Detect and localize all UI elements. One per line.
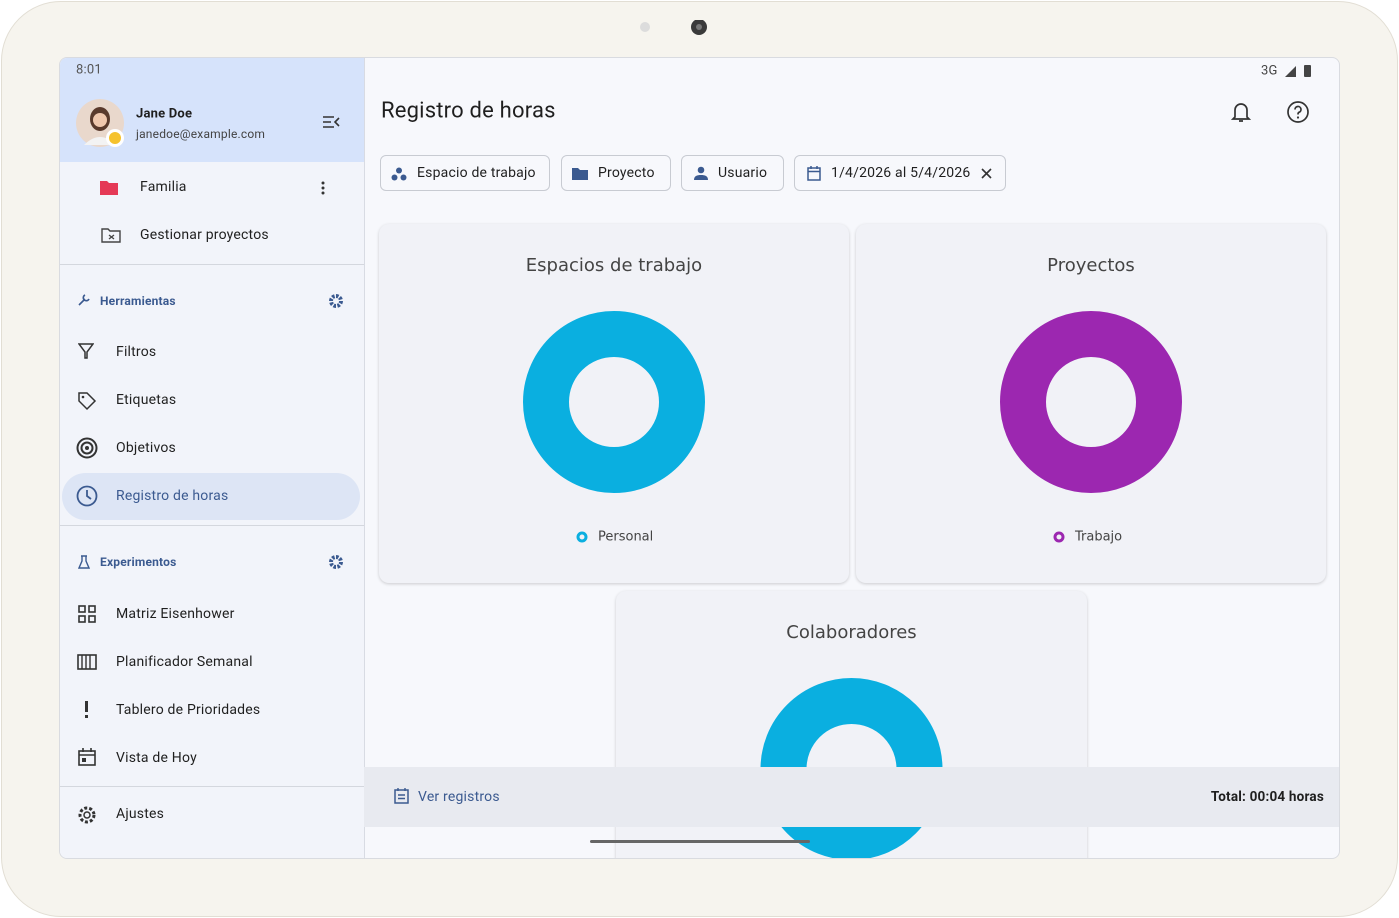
filter-chip[interactable]: Espacio de trabajo: [380, 155, 550, 191]
menu-item[interactable]: Objetivos: [116, 440, 176, 456]
menu-item-selected[interactable]: Registro de horas: [116, 488, 229, 504]
filter-label: 1/4/2026 al 5/4/2026: [831, 165, 971, 181]
status-time: 8:01: [76, 62, 102, 78]
manage-projects[interactable]: Gestionar proyectos: [140, 227, 269, 243]
selected-item-background: [62, 473, 360, 520]
user-email: janedoe@example.com: [136, 127, 266, 141]
page-title: Registro de horas: [381, 98, 556, 124]
gear-icon: [78, 806, 96, 824]
view-records-link[interactable]: Ver registros: [418, 789, 500, 805]
legend-marker: [576, 531, 588, 543]
status-icons: [1285, 65, 1311, 77]
filter-label: Espacio de trabajo: [417, 165, 536, 181]
status-network: 3G: [1261, 63, 1278, 79]
tag-icon: [78, 392, 97, 411]
legend-label: Personal: [598, 530, 653, 545]
priority-icon: [85, 701, 88, 718]
tools-icon: [78, 294, 90, 306]
list-icon: [394, 788, 409, 804]
chart-title: Espacios de trabajo: [526, 255, 702, 276]
help-button[interactable]: [1286, 100, 1310, 124]
navigation-drawer: 8:01 Jane Doe janedoe@example.com Famili…: [60, 58, 365, 858]
chart-card: Proyectos Trabajo: [856, 224, 1326, 583]
clear-button[interactable]: [981, 168, 992, 179]
menu-item[interactable]: Planificador Semanal: [116, 654, 253, 670]
manage-icon: [101, 228, 121, 243]
legend-label: Trabajo: [1074, 530, 1122, 545]
legend-marker: [1053, 531, 1065, 543]
donut-chart: Proyectos Trabajo: [1000, 255, 1182, 545]
calendar-icon: [78, 748, 96, 766]
menu-item[interactable]: Tablero de Prioridades: [116, 702, 261, 718]
camera: [640, 20, 707, 35]
home-indicator: [590, 840, 810, 843]
target-icon: [76, 437, 98, 459]
total-time: Total: 00:04 horas: [1210, 789, 1324, 805]
donut-slice: [523, 311, 705, 493]
divider: [60, 264, 364, 265]
menu-item[interactable]: Matriz Eisenhower: [116, 606, 235, 622]
filter-chip[interactable]: Usuario: [681, 155, 784, 191]
settings-item[interactable]: Ajustes: [116, 806, 165, 822]
divider: [60, 525, 364, 526]
calendar-icon: [807, 166, 821, 181]
filter-label: Usuario: [718, 165, 768, 181]
menu-item[interactable]: Vista de Hoy: [116, 750, 197, 766]
menu-item[interactable]: Filtros: [116, 344, 157, 360]
screen: 8:01 Jane Doe janedoe@example.com Famili…: [59, 57, 1340, 859]
grid-icon: [78, 605, 96, 623]
donut-slice: [1000, 311, 1182, 493]
week-icon: [77, 654, 97, 670]
divider: [60, 786, 364, 787]
menu-item[interactable]: Etiquetas: [116, 392, 177, 408]
chart-title: Proyectos: [1047, 255, 1135, 276]
settings-button[interactable]: [328, 554, 344, 570]
filter-chip[interactable]: Proyecto: [561, 155, 671, 191]
footer-bar: Ver registros Total: 00:04 horas: [364, 767, 1339, 827]
filter-icon: [78, 343, 94, 359]
avatar[interactable]: [76, 99, 128, 151]
chart-title: Colaboradores: [786, 622, 916, 643]
more-button[interactable]: [321, 181, 325, 195]
user-icon: [694, 166, 708, 180]
section-title: Experimentos: [100, 555, 177, 569]
collapse-menu-button[interactable]: [322, 115, 340, 129]
settings-button[interactable]: [328, 293, 344, 309]
chart-card: Espacios de trabajo Personal: [379, 224, 849, 583]
notifications-button[interactable]: [1231, 101, 1251, 123]
workspace-icon: [391, 167, 407, 181]
folder-icon: [572, 168, 588, 180]
project-item[interactable]: Familia: [140, 179, 187, 195]
section-title: Herramientas: [100, 294, 176, 308]
folder-icon: [100, 181, 118, 195]
clock-icon: [76, 485, 98, 507]
donut-chart: Espacios de trabajo Personal: [523, 255, 705, 545]
user-name: Jane Doe: [136, 106, 193, 122]
flask-icon: [78, 555, 90, 569]
filter-label: Proyecto: [598, 165, 655, 181]
date-filter-chip[interactable]: 1/4/2026 al 5/4/2026: [794, 155, 1006, 191]
